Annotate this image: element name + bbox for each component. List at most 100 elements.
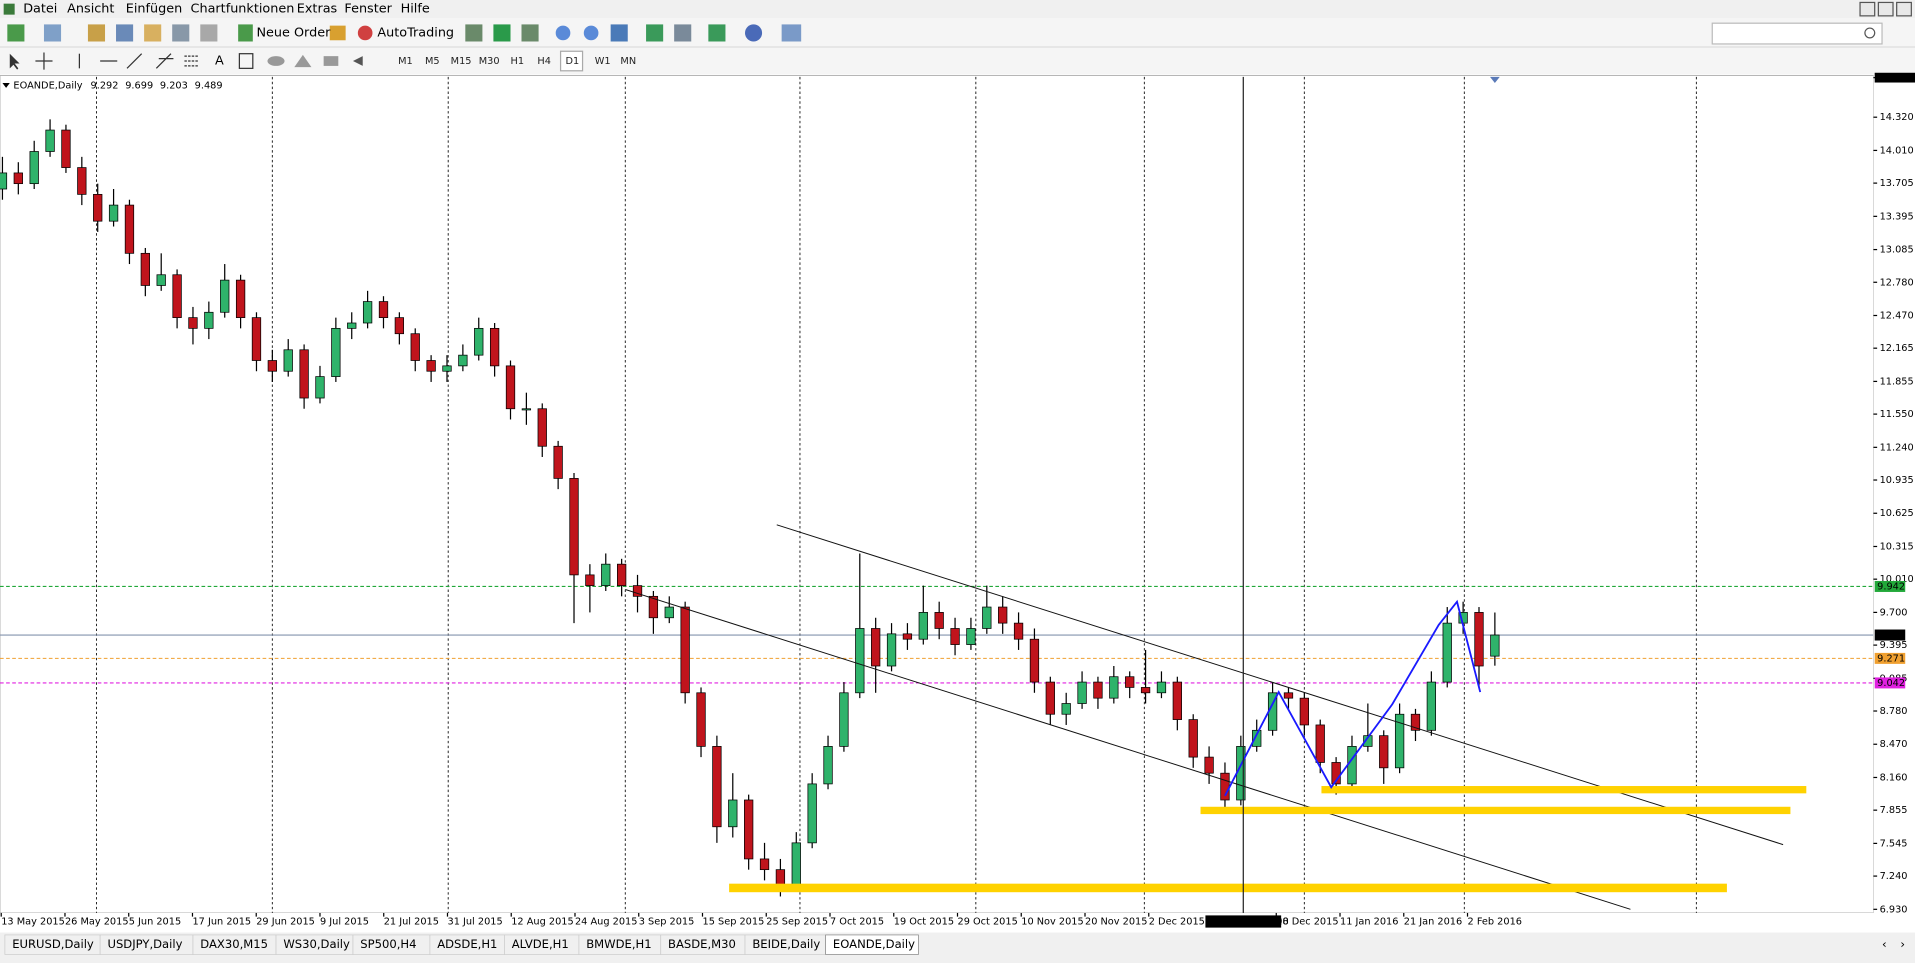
- tab-label[interactable]: SP500,H4: [360, 937, 416, 951]
- tab-label[interactable]: ADSDE,H1: [437, 937, 497, 951]
- timeframe-button[interactable]: M15: [451, 56, 472, 67]
- periods-icon[interactable]: [744, 24, 763, 42]
- menu-item[interactable]: Ansicht: [67, 2, 114, 17]
- ellipse-tool[interactable]: [267, 56, 285, 66]
- timeframe-button[interactable]: M1: [398, 56, 413, 67]
- autoscroll-icon[interactable]: [646, 24, 664, 42]
- candle-body: [1093, 681, 1103, 699]
- low-value: 9.203: [160, 80, 188, 91]
- x-tick-label: 3 Sep 2015: [639, 917, 695, 928]
- tab-active[interactable]: [825, 934, 919, 955]
- bar-chart-icon[interactable]: [465, 24, 483, 42]
- terminal-icon[interactable]: [172, 24, 190, 42]
- header-arrow[interactable]: [2, 82, 10, 88]
- text-tool[interactable]: A: [215, 54, 224, 69]
- market-watch-icon[interactable]: [87, 24, 106, 42]
- navigator-icon[interactable]: [144, 24, 162, 42]
- x-tick-label: 29 Oct 2015: [958, 917, 1018, 928]
- x-tick-label: 2 Feb 2016: [1468, 917, 1523, 928]
- timeframe-button[interactable]: H1: [511, 56, 525, 67]
- toolbar-icons: A: [7, 22, 1883, 70]
- cursor-tool[interactable]: [9, 53, 20, 70]
- tab-label[interactable]: EURUSD,Daily: [12, 937, 94, 951]
- candle-body: [744, 799, 754, 860]
- search-icon[interactable]: [1864, 27, 1876, 39]
- candle-body: [1204, 756, 1214, 774]
- tab-label[interactable]: BEIDE,Daily: [752, 937, 820, 951]
- candle-body: [569, 478, 579, 576]
- templates-icon[interactable]: [781, 24, 802, 42]
- menu-item[interactable]: Hilfe: [401, 2, 430, 17]
- autotrading-button[interactable]: AutoTrading: [377, 25, 454, 40]
- menu-item[interactable]: Datei: [23, 2, 57, 17]
- timeframe-button[interactable]: MN: [620, 56, 636, 67]
- support-zone[interactable]: [1200, 806, 1791, 815]
- profiles-icon[interactable]: [43, 24, 62, 42]
- timeframe-button[interactable]: H4: [537, 56, 551, 67]
- candle-body: [521, 408, 532, 411]
- y-tick-label: 9.700: [1880, 607, 1908, 618]
- support-zone[interactable]: [1321, 786, 1807, 794]
- timeframe-button[interactable]: M5: [425, 56, 440, 67]
- candle-chart-icon[interactable]: [493, 24, 511, 42]
- channel-tool[interactable]: [155, 53, 174, 69]
- fibo-tool[interactable]: [184, 55, 200, 67]
- data-window-icon[interactable]: [116, 24, 134, 42]
- candle-body: [124, 204, 135, 254]
- crosshair-tool[interactable]: [35, 52, 53, 70]
- label-tool[interactable]: [238, 53, 254, 69]
- triangle-tool[interactable]: [294, 54, 312, 68]
- line-chart-icon[interactable]: [521, 24, 539, 42]
- indicators-icon[interactable]: [708, 24, 726, 42]
- tab-label[interactable]: USDJPY,Daily: [107, 937, 182, 951]
- candles: [0, 119, 1500, 897]
- rectangle-tool[interactable]: [323, 56, 339, 66]
- tester-icon[interactable]: [200, 24, 218, 42]
- close-button[interactable]: [1896, 1, 1912, 17]
- zigzag-pattern[interactable]: [1224, 599, 1482, 797]
- timeframe-button[interactable]: M30: [479, 56, 500, 67]
- tab-label[interactable]: ALVDE,H1: [512, 937, 569, 951]
- candle-body: [1474, 612, 1484, 667]
- menu-item[interactable]: Einfügen: [126, 2, 183, 17]
- x-tick-label: 21 Jan 2016: [1404, 917, 1462, 928]
- trendline-tool[interactable]: [126, 53, 143, 69]
- support-zone[interactable]: [729, 883, 1727, 893]
- channel-lower-line[interactable]: [625, 589, 1631, 910]
- tab-scroll-right[interactable]: ›: [1900, 937, 1905, 951]
- autotrading-icon[interactable]: [357, 25, 373, 41]
- y-tick-label: 11.855: [1880, 376, 1914, 387]
- new-order-icon[interactable]: [238, 24, 253, 42]
- menu-item[interactable]: Chartfunktionen: [191, 2, 295, 17]
- menu-item[interactable]: Fenster: [344, 2, 392, 17]
- shift-marker[interactable]: [1489, 76, 1500, 83]
- restore-button[interactable]: [1877, 1, 1894, 17]
- minimize-button[interactable]: [1859, 1, 1876, 17]
- tile-icon[interactable]: [610, 24, 628, 42]
- chart-area: [0, 75, 1874, 914]
- y-tick-label: 10.315: [1880, 541, 1914, 552]
- y-tick-label: 6.930: [1880, 904, 1908, 915]
- new-chart-icon[interactable]: [7, 24, 25, 42]
- x-tick-label: 20 Nov 2015: [1085, 917, 1147, 928]
- tab-label[interactable]: EOANDE,Daily: [833, 937, 915, 951]
- search-box[interactable]: [1711, 22, 1883, 45]
- x-tick-label: 11 Jan 2016: [1340, 917, 1398, 928]
- tab-label[interactable]: WS30,Daily: [283, 937, 350, 951]
- y-tick-label: 12.165: [1880, 343, 1914, 354]
- x-tick-label: 13 May 2015: [1, 917, 65, 928]
- tab-label[interactable]: BASDE,M30: [668, 937, 736, 951]
- candle-body: [1061, 703, 1071, 715]
- timeframe-button[interactable]: W1: [595, 56, 611, 67]
- timeframe-button[interactable]: D1: [565, 56, 579, 67]
- tab-label[interactable]: BMWDE,H1: [586, 937, 651, 951]
- new-order-button[interactable]: Neue Order: [256, 25, 331, 40]
- arrows-tool[interactable]: [352, 56, 363, 66]
- tab-scroll-left[interactable]: ‹: [1882, 937, 1887, 951]
- tab-label[interactable]: DAX30,M15: [200, 937, 268, 951]
- chart-shift-icon[interactable]: [674, 24, 692, 42]
- zoom-in-icon[interactable]: [555, 25, 571, 41]
- zoom-out-icon[interactable]: [583, 25, 599, 41]
- menu-item[interactable]: Extras: [297, 2, 338, 17]
- metaeditor-icon[interactable]: [329, 25, 346, 41]
